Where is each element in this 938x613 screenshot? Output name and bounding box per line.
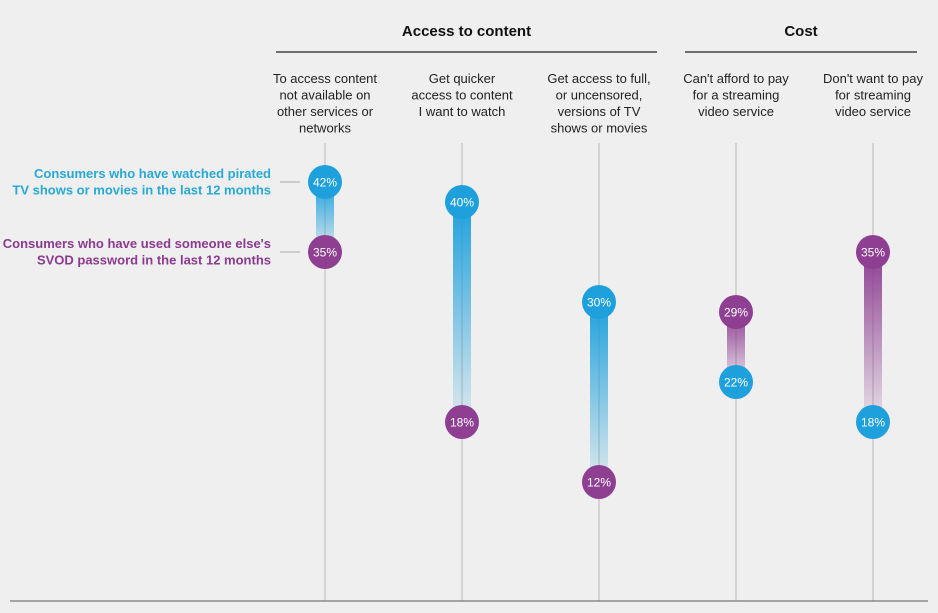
pirated-marker-1: [445, 185, 479, 219]
pirated-value-label-1: 40%: [450, 196, 474, 210]
markers: 42% 40% 30% 22% 18% 35% 18% 12% 29% 35%: [308, 165, 890, 499]
category-labels: To access content not available on other s…: [273, 71, 924, 136]
pirated-value-label-2: 30%: [587, 296, 611, 310]
connector-0: [316, 182, 334, 252]
pirated-value-label-3: 22%: [724, 376, 748, 390]
pirated-marker-3: [719, 365, 753, 399]
password-marker-0: [308, 235, 342, 269]
legend: Consumers who have watched pirated TV sho…: [3, 166, 300, 268]
connector-3: [727, 312, 745, 382]
pirated-marker-4: [856, 405, 890, 439]
pirated-marker-2: [582, 285, 616, 319]
password-value-label-4: 35%: [861, 246, 885, 260]
connector-2: [590, 302, 608, 482]
password-value-label-0: 35%: [313, 246, 337, 260]
legend-label-1: Consumers who have used someone else's SV…: [3, 236, 271, 268]
category-label-2: Get access to full, or uncensored, version…: [547, 71, 650, 136]
pirated-value-label-4: 18%: [861, 416, 885, 430]
category-label-4: Don't want to pay for streaming video serv…: [823, 71, 924, 119]
connector-4: [864, 252, 882, 422]
password-value-label-2: 12%: [587, 476, 611, 490]
group-title-1: Cost: [784, 23, 817, 40]
category-label-0: To access content not available on other s…: [273, 71, 377, 136]
password-value-label-3: 29%: [724, 306, 748, 320]
category-label-3: Can't afford to pay for a streaming video …: [683, 71, 789, 119]
pirated-marker-0: [308, 165, 342, 199]
password-marker-1: [445, 405, 479, 439]
connectors: [316, 182, 882, 482]
pirated-value-label-0: 42%: [313, 176, 337, 190]
group-headers: Access to content Cost: [276, 23, 917, 53]
password-marker-3: [719, 295, 753, 329]
password-marker-4: [856, 235, 890, 269]
category-label-1: Get quicker access to content I want to wa…: [411, 71, 513, 119]
legend-label-0: Consumers who have watched pirated TV sho…: [12, 166, 271, 198]
connector-1: [453, 202, 471, 422]
password-value-label-1: 18%: [450, 416, 474, 430]
password-marker-2: [582, 465, 616, 499]
group-title-0: Access to content: [402, 23, 531, 40]
